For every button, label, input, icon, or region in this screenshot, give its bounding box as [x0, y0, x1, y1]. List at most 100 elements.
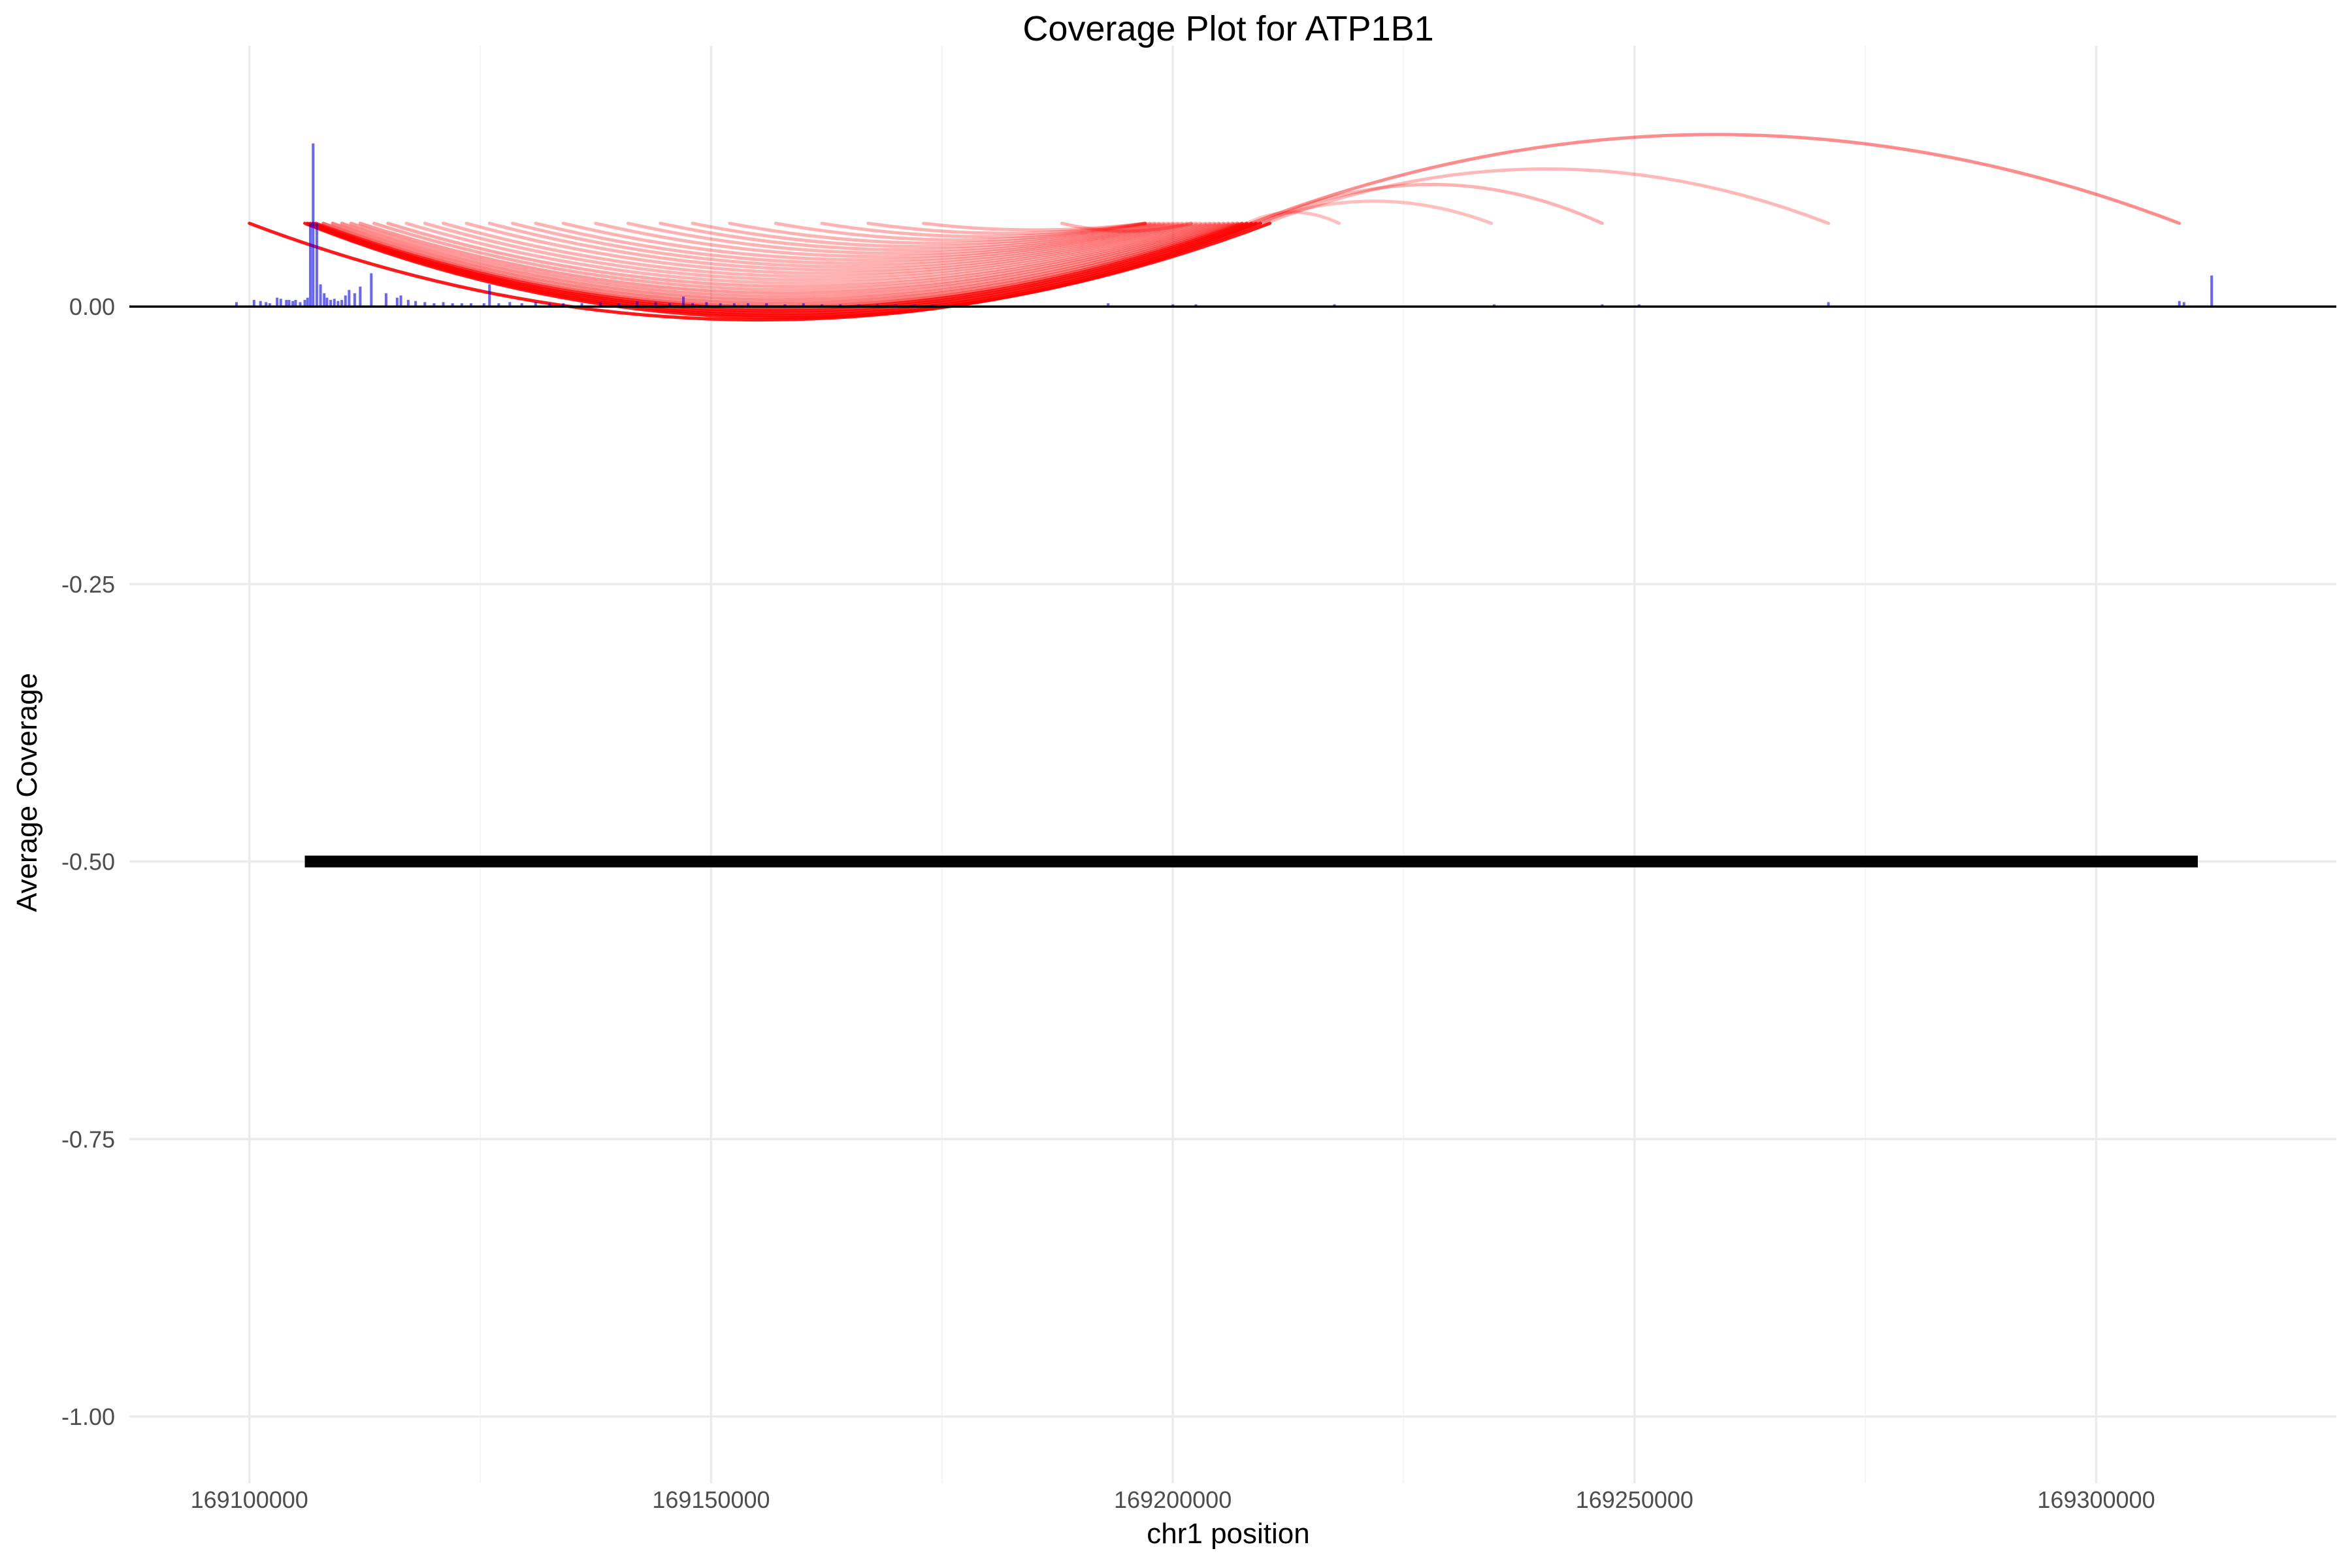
coverage-bar: [1107, 303, 1110, 307]
coverage-bar: [319, 284, 322, 307]
coverage-bar: [1827, 302, 1830, 307]
coverage-bar: [291, 301, 295, 307]
coverage-bar: [598, 302, 602, 307]
coverage-bar: [442, 302, 445, 307]
coverage-bar: [562, 303, 565, 307]
coverage-bar: [395, 297, 399, 307]
junction-arc: [1060, 221, 1193, 233]
coverage-bar: [460, 303, 463, 307]
junction-arc: [331, 221, 1235, 305]
coverage-bar: [451, 303, 454, 307]
junction-arc: [423, 221, 1203, 282]
junction-arc: [922, 221, 1147, 232]
junction-arc: [386, 221, 1212, 289]
junction-arc: [511, 221, 1184, 269]
junction-arc: [691, 221, 1156, 248]
coverage-bar: [370, 273, 373, 307]
coverage-bar: [348, 289, 351, 307]
coverage-bar: [617, 303, 621, 307]
coverage-bar: [315, 223, 318, 307]
x-axis-ticks: 169100000 169150000 169200000 169250000 1693…: [191, 1486, 2155, 1513]
coverage-bar: [344, 295, 347, 307]
coverage-bar: [306, 297, 309, 307]
y-tick-label: -0.50: [61, 849, 115, 875]
coverage-bar: [654, 302, 657, 307]
coverage-bar: [765, 303, 768, 307]
y-tick-label: -0.75: [61, 1126, 115, 1152]
coverage-bar: [520, 303, 523, 307]
coverage-bar: [497, 303, 500, 307]
x-tick-label: 169100000: [191, 1486, 308, 1513]
x-tick-label: 169150000: [652, 1486, 770, 1513]
coverage-bar: [353, 293, 356, 307]
coverage-bar: [276, 297, 279, 307]
coverage-bar: [802, 303, 805, 307]
junction-arc: [487, 221, 1188, 272]
coverage-bar: [359, 286, 362, 307]
coverage-bar: [294, 300, 297, 307]
coverage-bar: [323, 293, 326, 307]
x-tick-label: 169200000: [1114, 1486, 1232, 1513]
chart-title: Coverage Plot for ATP1B1: [1022, 9, 1433, 48]
coverage-bar: [719, 303, 722, 307]
y-tick-label: -0.25: [61, 571, 115, 598]
junction-arc: [1245, 210, 1341, 225]
coverage-bar: [534, 302, 537, 307]
coverage-bar: [259, 301, 262, 307]
coverage-bar: [303, 300, 306, 307]
coverage-bar: [746, 303, 749, 307]
coverage-bar: [252, 300, 255, 307]
coverage-bars: [235, 143, 2213, 307]
junction-arcs: [248, 133, 2181, 322]
junction-arc: [404, 221, 1207, 286]
junction-arc: [774, 221, 1147, 242]
coverage-bar: [508, 302, 512, 307]
coverage-bar: [312, 143, 315, 307]
coverage-bar: [399, 295, 402, 307]
coverage-bar: [309, 223, 312, 307]
y-tick-label: -1.00: [61, 1403, 115, 1430]
y-axis-title: Average Coverage: [11, 673, 43, 912]
coverage-bar: [268, 303, 271, 307]
junction-arc: [820, 221, 1147, 238]
coverage-bar: [406, 300, 410, 307]
coverage-bar: [235, 302, 238, 307]
x-axis-title: chr1 position: [1147, 1518, 1309, 1550]
coverage-bar: [336, 301, 340, 307]
y-tick-label: 0.00: [69, 293, 115, 320]
coverage-bar: [285, 300, 288, 307]
junction-arc: [534, 221, 1179, 265]
coverage-bar: [482, 303, 485, 307]
coverage-bar: [580, 303, 583, 307]
junction-arc: [659, 221, 1161, 252]
coverage-bar: [668, 303, 671, 307]
junction-arc: [626, 221, 1166, 255]
coverage-bar: [548, 303, 551, 307]
junction-arc: [594, 221, 1170, 259]
junction-arc: [340, 221, 1230, 302]
junction-arc: [728, 221, 1152, 245]
coverage-bar: [2182, 302, 2185, 307]
coverage-bar: [333, 299, 336, 307]
x-tick-label: 169300000: [2037, 1486, 2155, 1513]
junction-arc: [1254, 199, 1494, 225]
coverage-bar: [329, 300, 333, 307]
junction-arc: [372, 221, 1217, 292]
coverage-bar: [732, 303, 736, 307]
coverage-bar: [433, 303, 436, 307]
coverage-bar: [299, 302, 302, 307]
junction-arc: [1249, 133, 2181, 225]
coverage-bar: [265, 302, 268, 307]
coverage-bar: [325, 297, 329, 307]
coverage-bar: [2210, 275, 2213, 307]
coverage-bar: [384, 293, 387, 307]
coverage-bar: [2178, 301, 2181, 307]
coverage-bar: [423, 302, 427, 307]
coverage-bar: [287, 300, 291, 307]
junction-arc: [866, 221, 1147, 235]
coverage-bar: [279, 299, 282, 307]
x-tick-label: 169250000: [1576, 1486, 1693, 1513]
coverage-bar: [414, 301, 417, 307]
y-axis-ticks: 0.00 -0.25 -0.50 -0.75 -1.00: [61, 293, 115, 1430]
coverage-bar: [705, 302, 708, 307]
